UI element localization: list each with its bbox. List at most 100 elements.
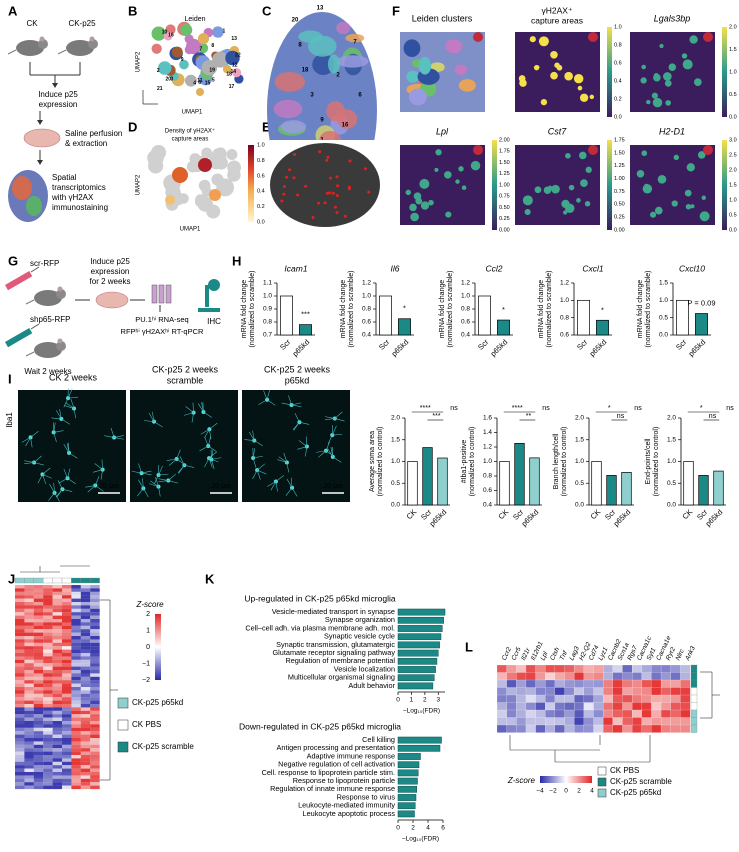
- label: UMAP1: [182, 110, 203, 116]
- micrograph: [242, 390, 350, 502]
- bar: [397, 744, 441, 752]
- heatmap-cell: [80, 670, 91, 674]
- umap-point: [163, 31, 173, 41]
- heatmap-cell: [90, 585, 100, 589]
- heatmap-cell: [564, 687, 575, 696]
- mouse-head: [38, 39, 48, 49]
- label: 2.0: [729, 167, 737, 173]
- heatmap-cell: [90, 612, 100, 616]
- y-tick-label: Response to virus: [337, 792, 396, 801]
- cluster-label: 6: [198, 80, 201, 86]
- heatmap-cell: [43, 775, 53, 779]
- heatmap-cell: [90, 714, 100, 718]
- heatmap-cell: [24, 717, 34, 722]
- microglia-process: [256, 463, 266, 471]
- red-spot: [282, 192, 286, 196]
- heatmap-cell: [583, 664, 594, 673]
- heatmap-cell: [62, 676, 72, 681]
- heatmap-cell: [62, 605, 72, 609]
- brain-region: [326, 101, 345, 122]
- heatmap-cell: [90, 673, 100, 677]
- heatmap-cell: [62, 622, 72, 626]
- label: γH2AX⁺: [542, 5, 573, 15]
- label: 2.00: [499, 137, 510, 143]
- cluster-label: 8: [211, 43, 214, 49]
- heatmap-cell: [80, 625, 91, 630]
- brain: [23, 128, 61, 148]
- x-tick-label: Scr: [278, 337, 293, 352]
- microglia-process: [73, 408, 77, 419]
- heatmap-cell: [62, 588, 72, 592]
- bar: [529, 457, 540, 506]
- heatmap-cell: [516, 724, 527, 733]
- brain: [95, 291, 129, 309]
- microglia-process: [148, 412, 155, 422]
- label: 1.00: [614, 176, 625, 182]
- heatmap-cell: [33, 772, 44, 776]
- bar: [397, 736, 442, 744]
- heatmap-cell: [670, 709, 681, 718]
- bar: [397, 769, 419, 777]
- heatmap-cell: [33, 761, 44, 766]
- heatmap-cell: [52, 775, 63, 779]
- significance: P = 0.09: [687, 298, 715, 307]
- heatmap-cell: [52, 785, 63, 790]
- heatmap-cell: [52, 704, 63, 708]
- heatmap-cell: [80, 653, 91, 657]
- microglia-process: [101, 459, 103, 470]
- microglia-process: [158, 480, 169, 483]
- label: Spatial: [52, 173, 77, 182]
- gene-label: Tnf: [559, 649, 570, 662]
- heatmap-cell: [52, 687, 63, 691]
- heatmap-cell: [33, 751, 44, 756]
- heatmap-cell: [15, 761, 25, 766]
- umap-point: [225, 50, 240, 66]
- heatmap-cell: [525, 709, 536, 718]
- y-tick-label: Regulation of innate immune response: [270, 784, 395, 793]
- label: 1.75: [614, 137, 625, 143]
- heatmap-cell: [33, 619, 44, 623]
- expression-spot: [461, 185, 467, 190]
- heatmap-cell: [43, 629, 53, 633]
- significance: **: [526, 413, 532, 420]
- label: CK: [26, 19, 38, 28]
- red-spot: [347, 187, 351, 191]
- heatmap-cell: [80, 656, 91, 660]
- expression-spot: [652, 97, 663, 108]
- heatmap-cell: [90, 615, 100, 620]
- heatmap-cell: [80, 772, 91, 776]
- heatmap-cell: [622, 664, 633, 673]
- bar: [397, 810, 415, 818]
- microglia-process: [30, 431, 39, 438]
- heatmap-cell: [603, 694, 614, 703]
- heatmap-cell: [43, 612, 53, 616]
- brain-region: [336, 21, 351, 35]
- label: 0.4: [257, 189, 265, 195]
- microglia-process: [67, 478, 76, 485]
- red-spot: [325, 191, 329, 195]
- red-spot: [336, 184, 340, 188]
- heatmap-cell: [525, 672, 536, 681]
- label: 1: [146, 627, 150, 634]
- heatmap-cell: [24, 591, 34, 596]
- heatmap-cell: [90, 751, 100, 756]
- heatmap-cell: [15, 663, 25, 667]
- heatmap-cell: [564, 679, 575, 688]
- microglia-process: [61, 418, 70, 425]
- heatmap-cell: [80, 727, 91, 732]
- heatmap-cell: [52, 639, 63, 643]
- microglia-process: [318, 450, 327, 458]
- group-bar: [14, 577, 25, 584]
- heatmap-cell: [90, 649, 100, 654]
- y-tick-label: Synapse organization: [325, 615, 395, 624]
- heatmap-cell: [496, 687, 507, 696]
- heatmap-cell: [80, 761, 91, 766]
- cluster-label: 12: [232, 62, 238, 68]
- expression-spot: [650, 211, 657, 218]
- expression-spot: [565, 152, 571, 159]
- umap-point: [212, 51, 229, 68]
- legend-swatch: [597, 777, 607, 787]
- mouse-tail: [7, 49, 17, 55]
- expression-spot: [428, 199, 434, 206]
- heatmap-cell: [62, 646, 72, 650]
